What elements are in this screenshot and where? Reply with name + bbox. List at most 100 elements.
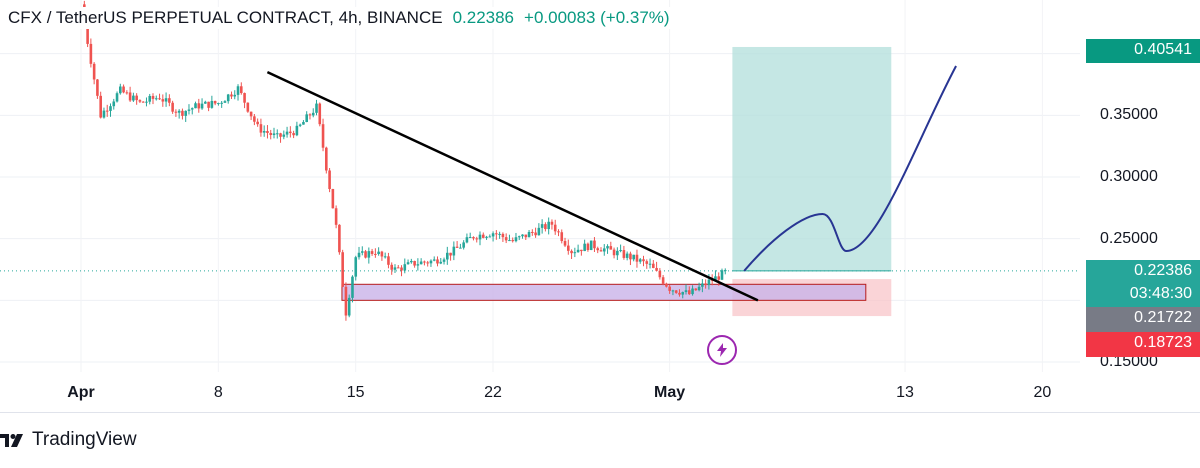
candle-body — [249, 111, 253, 117]
candle-body — [396, 267, 400, 269]
price-change: +0.00083 (+0.37%) — [524, 8, 670, 27]
target-zone — [732, 46, 892, 271]
candle-body — [619, 250, 622, 252]
candle-body — [256, 121, 259, 125]
candle-body — [187, 109, 191, 111]
candle-body — [145, 101, 148, 103]
candle-body — [426, 262, 429, 264]
candle-body — [462, 242, 465, 248]
candle-body — [488, 236, 492, 238]
candle-body — [207, 101, 210, 108]
candle-body — [439, 261, 443, 264]
candle-body — [197, 103, 201, 109]
candle-body — [253, 116, 256, 122]
candle-body — [318, 103, 322, 125]
candle-body — [311, 112, 315, 116]
price-chart[interactable] — [0, 0, 1200, 412]
candle-body — [177, 110, 181, 113]
candle-body — [390, 264, 394, 270]
candle-body — [148, 95, 152, 102]
candle-body — [168, 98, 171, 103]
candle-body — [593, 240, 596, 249]
candle-body — [416, 264, 420, 266]
candle-body — [325, 147, 328, 171]
candle-body — [331, 189, 335, 209]
candle-body — [635, 254, 639, 262]
candle-body — [213, 100, 217, 104]
candle-body — [269, 132, 273, 136]
candle-body — [694, 288, 698, 291]
candle-body — [204, 101, 207, 104]
candle-body — [481, 234, 485, 238]
candle-body — [586, 243, 590, 251]
candle-body — [589, 240, 593, 251]
candle-body — [275, 133, 279, 135]
candle-body — [658, 270, 662, 278]
candle-body — [109, 106, 112, 111]
candle-body — [432, 259, 436, 261]
candle-body — [282, 134, 286, 137]
candle-body — [511, 240, 515, 242]
candle-body — [547, 221, 550, 230]
candle-body — [557, 231, 560, 233]
candle-body — [190, 108, 194, 110]
candle-body — [668, 286, 671, 291]
candle-body — [239, 86, 243, 94]
candle-body — [154, 98, 158, 100]
candle-body — [122, 86, 125, 93]
candle-body — [259, 124, 263, 133]
candle-body — [89, 43, 93, 64]
candle-body — [132, 95, 135, 101]
candle-body — [347, 297, 351, 316]
forecast-path — [743, 65, 957, 272]
candle-body — [491, 233, 495, 237]
candle-body — [298, 124, 302, 126]
candle-body — [485, 236, 488, 238]
candle-body — [468, 237, 472, 239]
candle-body — [272, 133, 276, 136]
candle-body — [370, 251, 374, 254]
candle-body — [243, 93, 246, 103]
candle-body — [105, 110, 109, 112]
candle-body — [540, 224, 544, 228]
candle-body — [697, 286, 701, 291]
candle-body — [393, 267, 397, 270]
candle-body — [616, 250, 619, 256]
candle-body — [364, 251, 367, 258]
candle-body — [632, 254, 635, 260]
time-tick-label: Apr — [67, 384, 95, 401]
candle-body — [455, 246, 459, 248]
candle-body — [86, 23, 89, 44]
candle-body — [387, 256, 390, 265]
tradingview-logo[interactable]: TradingView — [0, 429, 137, 451]
candle-body — [292, 133, 295, 136]
candle-body — [645, 261, 649, 264]
candle-body — [308, 114, 312, 116]
candle-body — [374, 253, 377, 255]
candle-body — [687, 290, 691, 295]
drawings — [266, 65, 957, 302]
candle-body — [233, 94, 237, 97]
time-tick-label: 20 — [1033, 384, 1052, 401]
candle-body — [704, 283, 707, 286]
candle-body — [501, 233, 505, 238]
candle-body — [223, 101, 227, 103]
candle-body — [419, 261, 423, 265]
candle-body — [315, 103, 318, 113]
candle-body — [701, 283, 704, 287]
candle-body — [423, 261, 426, 263]
candle-body — [527, 231, 531, 238]
candle-body — [566, 245, 570, 251]
candle-body — [459, 247, 462, 249]
candle-body — [295, 125, 299, 136]
candle-body — [181, 110, 184, 116]
candle-body — [279, 133, 282, 137]
candle-body — [652, 263, 655, 268]
candle-body — [612, 249, 616, 256]
countdown-label: 03:48:30 — [1086, 283, 1200, 307]
candle-body — [141, 101, 145, 103]
lightning-icon[interactable] — [707, 335, 737, 365]
candle-body — [602, 248, 606, 252]
candle-body — [236, 86, 240, 95]
candle-body — [553, 224, 557, 232]
